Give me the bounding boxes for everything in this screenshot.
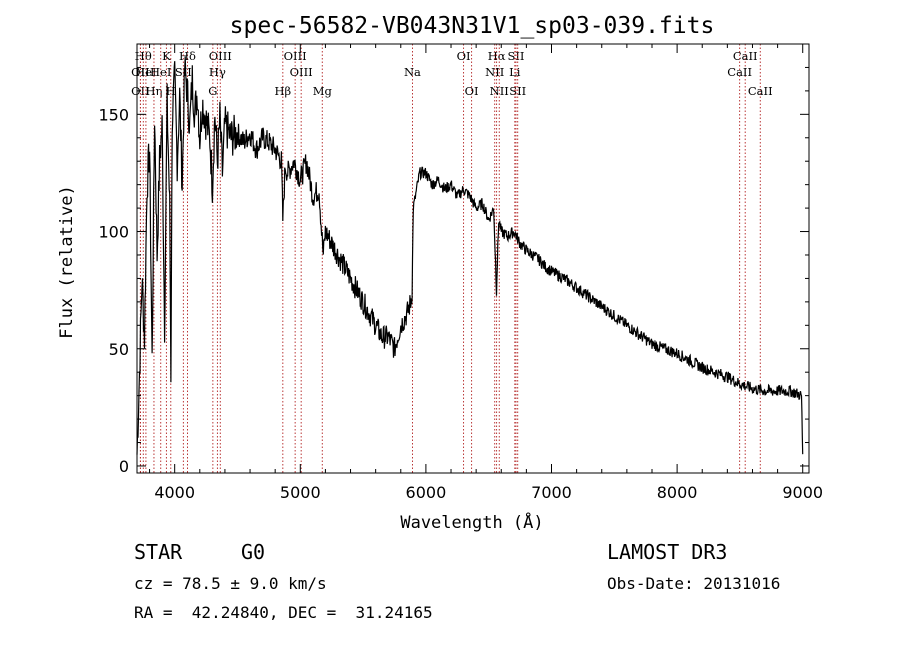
x-axis: 4000 5000 6000 7000 8000 9000: [149, 44, 823, 502]
spectral-line-label: CaII: [748, 84, 773, 98]
spectral-line-label: CaII: [727, 65, 752, 79]
spectral-line-label: NII: [485, 65, 504, 79]
x-tick-label: 8000: [657, 483, 698, 502]
spectral-line-label: Hδ: [179, 49, 196, 63]
x-tick-label: 4000: [154, 483, 195, 502]
spectral-line-label: SII: [509, 84, 526, 98]
y-tick-label: 100: [98, 223, 129, 242]
y-tick-label: 0: [119, 457, 129, 476]
y-tick-label: 50: [109, 340, 129, 359]
coordinates-readout: RA = 42.24840, DEC = 31.24165: [134, 603, 433, 622]
spectral-line-label: OIII: [290, 65, 313, 79]
spectral-line-label: OIII: [284, 49, 307, 63]
spectral-line-label: OI: [465, 84, 479, 98]
spectral-line-label: Hβ: [274, 84, 291, 98]
object-subclass: G0: [241, 540, 266, 564]
redshift-readout: cz = 78.5 ± 9.0 km/s: [134, 574, 327, 593]
flux-series-line: [136, 56, 804, 455]
spectral-line-label: HeI: [150, 65, 171, 79]
spectral-line-label: Na: [404, 65, 421, 79]
spectral-line-label: H: [166, 84, 176, 98]
x-tick-label: 6000: [406, 483, 447, 502]
y-tick-label: 150: [98, 105, 129, 124]
spectral-line-label: NII: [490, 84, 509, 98]
x-axis-label: Wavelength (Å): [400, 511, 543, 533]
spectral-line-label: SII: [175, 65, 192, 79]
spectral-line-label: Hα: [488, 49, 506, 63]
spectral-line-label: Li: [509, 65, 521, 79]
spectral-line-label: SII: [507, 49, 524, 63]
spectral-line-label: K: [162, 49, 171, 63]
y-axis-label: Flux (relative): [57, 185, 77, 339]
x-tick-label: 9000: [782, 483, 823, 502]
spectral-line-label: G: [208, 84, 217, 98]
spectral-lines-layer: OIIOIIHθHeIHηKHHeIHδSIIGOIIIHγHβOIIIOIII…: [131, 44, 773, 473]
plot-frame: [136, 43, 810, 474]
chart-title: spec-56582-VB043N31V1_sp03-039.fits: [230, 13, 715, 39]
spectral-line-label: OIII: [209, 49, 232, 63]
observation-date: Obs-Date: 20131016: [607, 574, 781, 593]
y-axis: 0 50 100 150: [98, 66, 809, 476]
spectral-line-label: Mg: [313, 84, 333, 98]
spectral-line-label: Hγ: [209, 65, 226, 79]
spectral-line-label: HeI: [135, 65, 156, 79]
survey-name: LAMOST DR3: [607, 540, 728, 564]
x-tick-label: 7000: [531, 483, 572, 502]
spectral-line-label: Hθ: [135, 49, 152, 63]
spectral-line-label: CaII: [733, 49, 758, 63]
spectral-line-label: OI: [457, 49, 471, 63]
object-class: STAR: [134, 540, 183, 564]
x-tick-label: 5000: [280, 483, 321, 502]
spectral-line-label: Hη: [145, 84, 162, 98]
